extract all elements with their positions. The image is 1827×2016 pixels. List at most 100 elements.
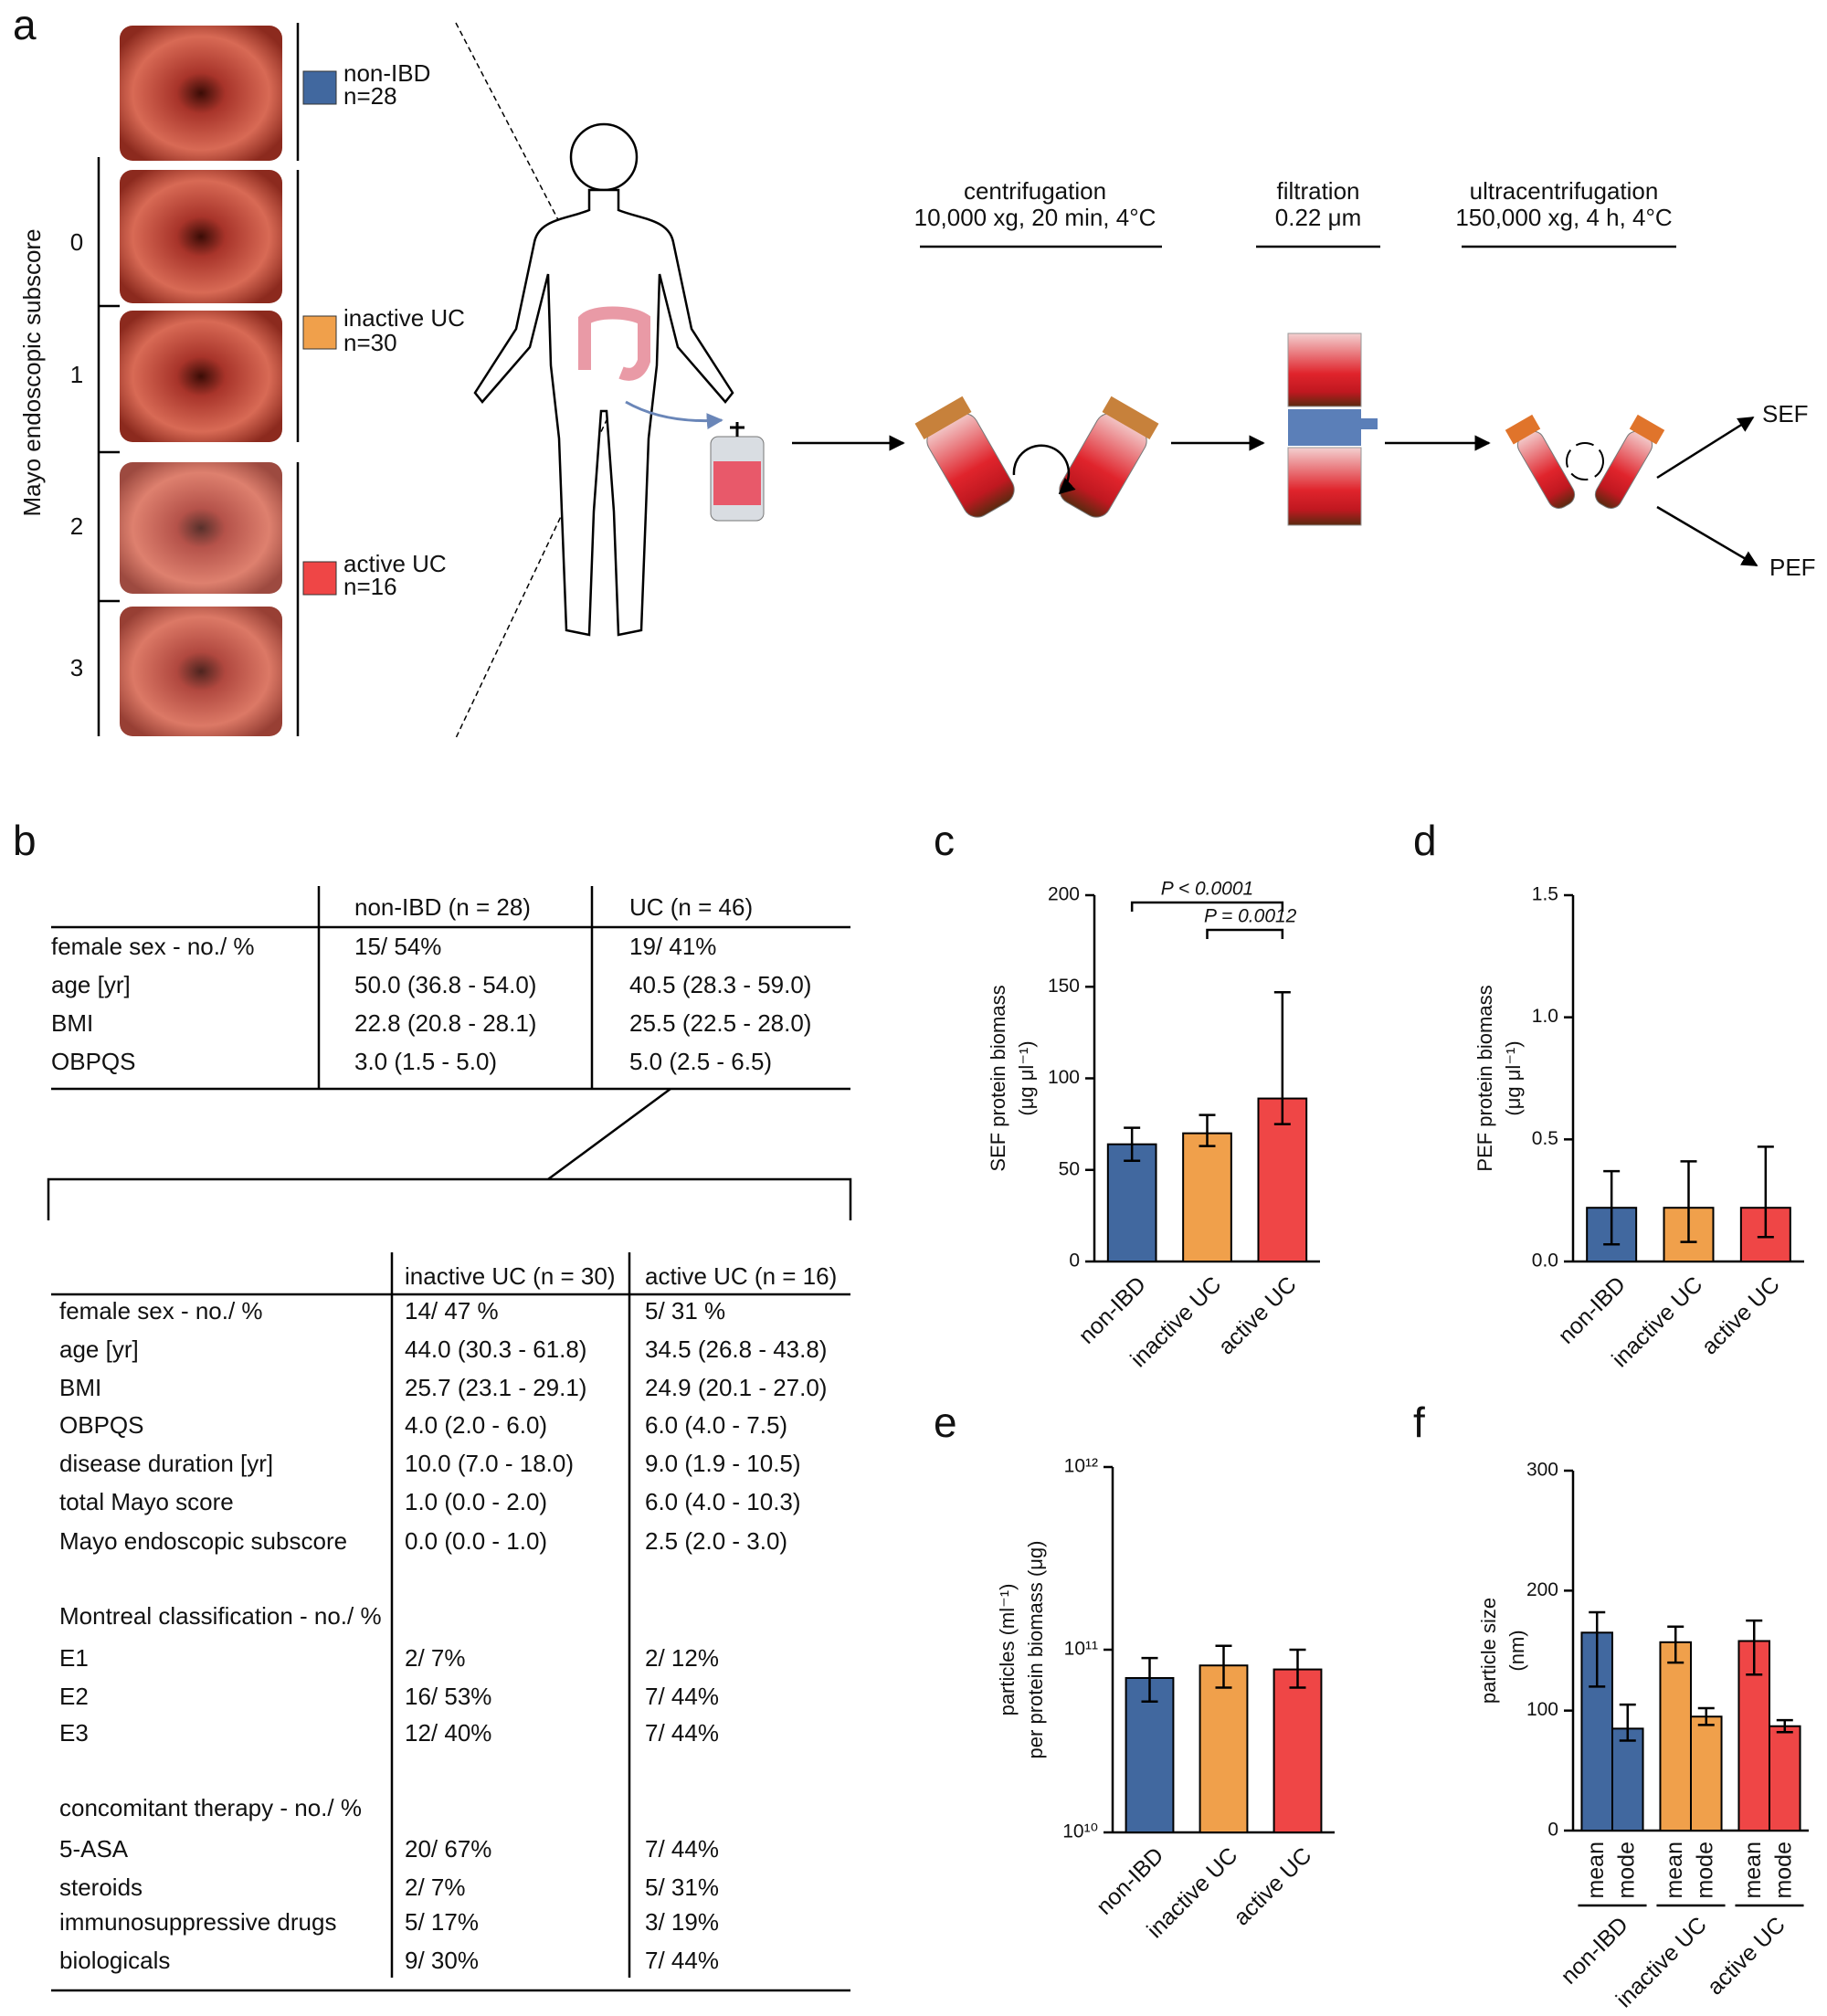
y-tick-label: 0 <box>1069 1251 1080 1272</box>
x-tick-label: active UC <box>1213 1272 1301 1359</box>
panel-label: f <box>1413 1399 1425 1446</box>
table-cell: 0.0 (0.0 - 1.0) <box>405 1527 547 1555</box>
legend-swatch <box>302 315 337 350</box>
table-cell: 4.0 (2.0 - 6.0) <box>405 1411 547 1439</box>
y-axis-label: particles (ml⁻¹) <box>996 1584 1019 1716</box>
table-cell: 15/ 54% <box>354 933 441 960</box>
table-header: non-IBD (n = 28) <box>354 893 531 921</box>
x-tick-label: non-IBD <box>1092 1842 1169 1920</box>
table-cell: disease duration [yr] <box>59 1450 273 1477</box>
y-tick-label: 100 <box>1526 1699 1558 1720</box>
table-cell: 5/ 31% <box>645 1874 719 1901</box>
table-cell: female sex - no./ % <box>51 933 255 960</box>
table-cell: age [yr] <box>59 1335 139 1363</box>
y-axis-label: (μg μl⁻¹) <box>1015 1040 1038 1115</box>
x-tick-label: non-IBD <box>1553 1272 1631 1349</box>
table-cell: 12/ 40% <box>405 1719 491 1747</box>
body-diagram <box>455 22 1758 739</box>
step-title: filtration <box>1276 177 1359 205</box>
table-cell: 3.0 (1.5 - 5.0) <box>354 1048 497 1075</box>
table-cell: 25.5 (22.5 - 28.0) <box>629 1009 811 1037</box>
y-tick-label: 0 <box>1547 1820 1558 1841</box>
bar <box>1611 1727 1644 1832</box>
table-cell: 34.5 (26.8 - 43.8) <box>645 1335 827 1363</box>
x-sub-label: mode <box>1692 1842 1717 1899</box>
panel-label: d <box>1413 817 1437 864</box>
table-cell: 2/ 7% <box>405 1644 466 1672</box>
axis-label: Mayo endoscopic subscore <box>18 228 46 516</box>
table-cell: 14/ 47 % <box>405 1297 499 1325</box>
table-cell: Montreal classification - no./ % <box>59 1602 382 1630</box>
table-cell: E1 <box>59 1644 89 1672</box>
score-label: 0 <box>70 228 83 256</box>
x-sub-label: mean <box>1740 1842 1766 1899</box>
y-tick-label: 100 <box>1048 1067 1080 1088</box>
y-axis-label: per protein biomass (μg) <box>1024 1541 1047 1759</box>
table-cell: 7/ 44% <box>645 1683 719 1710</box>
y-tick-label: 0.0 <box>1532 1251 1558 1272</box>
x-tick-label: active UC <box>1702 1912 1790 2000</box>
table-cell: 40.5 (28.3 - 59.0) <box>629 971 811 998</box>
legend-count: n=16 <box>343 573 397 600</box>
x-sub-label: mode <box>1770 1842 1796 1899</box>
legend-label: non-IBD <box>343 59 430 87</box>
table-cell: 16/ 53% <box>405 1683 491 1710</box>
output-label: SEF <box>1762 400 1809 427</box>
endoscopy-photos <box>97 23 300 736</box>
table-header: inactive UC (n = 30) <box>405 1262 615 1290</box>
table-cell: 5-ASA <box>59 1835 129 1863</box>
table-cell: BMI <box>51 1009 93 1037</box>
table-cell: 24.9 (20.1 - 27.0) <box>645 1374 827 1401</box>
table-cell: female sex - no./ % <box>59 1297 263 1325</box>
y-tick-label: 1.0 <box>1532 1006 1558 1027</box>
y-axis-label: (μg μl⁻¹) <box>1502 1040 1525 1115</box>
table-cell: 5/ 31 % <box>645 1297 725 1325</box>
table-cell: OBPQS <box>51 1048 135 1075</box>
table-cell: 3/ 19% <box>645 1908 719 1936</box>
table-cell: steroids <box>59 1874 143 1901</box>
table-cell: E3 <box>59 1719 89 1747</box>
table-cell: 44.0 (30.3 - 61.8) <box>405 1335 586 1363</box>
table-cell: 2.5 (2.0 - 3.0) <box>645 1527 787 1555</box>
x-tick-label: active UC <box>1696 1272 1784 1359</box>
step-detail: 0.22 μm <box>1275 204 1361 231</box>
table-cell: 50.0 (36.8 - 54.0) <box>354 971 536 998</box>
y-axis-label: SEF protein biomass <box>987 985 1009 1171</box>
table-cell: immunosuppressive drugs <box>59 1908 336 1936</box>
legend-label: inactive UC <box>343 304 465 332</box>
table-cell: age [yr] <box>51 971 131 998</box>
table-cell: 9.0 (1.9 - 10.5) <box>645 1450 801 1477</box>
significance-bracket <box>1130 901 1284 912</box>
table-cell: 7/ 44% <box>645 1947 719 1974</box>
y-axis-label: PEF protein biomass <box>1473 985 1496 1171</box>
bar <box>1125 1676 1175 1833</box>
y-axis-label: particle size <box>1477 1598 1500 1704</box>
y-tick-label: 0.5 <box>1532 1128 1558 1149</box>
table-cell: 22.8 (20.8 - 28.1) <box>354 1009 536 1037</box>
bar <box>1199 1664 1249 1833</box>
x-tick-label: non-IBD <box>1073 1272 1151 1349</box>
bar <box>1769 1725 1801 1831</box>
legend-swatch <box>302 70 337 105</box>
y-tick-label: 10¹¹ <box>1064 1639 1098 1660</box>
significance-label: P = 0.0012 <box>1204 906 1297 927</box>
table-cell: Mayo endoscopic subscore <box>59 1527 347 1555</box>
y-tick-label: 150 <box>1048 976 1080 997</box>
step-title: ultracentrifugation <box>1470 177 1659 205</box>
legend-swatch <box>302 561 337 596</box>
panel-label: e <box>934 1399 957 1446</box>
table-lines <box>47 886 852 1992</box>
x-sub-label: mode <box>1613 1842 1639 1899</box>
score-label: 2 <box>70 512 83 540</box>
x-sub-label: mean <box>1583 1842 1609 1899</box>
panel-label: a <box>13 1 37 48</box>
table-cell: 2/ 12% <box>645 1644 719 1672</box>
x-sub-label: mean <box>1662 1842 1687 1899</box>
y-tick-label: 200 <box>1048 884 1080 905</box>
y-tick-label: 300 <box>1526 1460 1558 1481</box>
table-cell: 7/ 44% <box>645 1835 719 1863</box>
bar <box>1690 1715 1723 1831</box>
table-cell: 19/ 41% <box>629 933 716 960</box>
bar <box>1273 1668 1323 1833</box>
